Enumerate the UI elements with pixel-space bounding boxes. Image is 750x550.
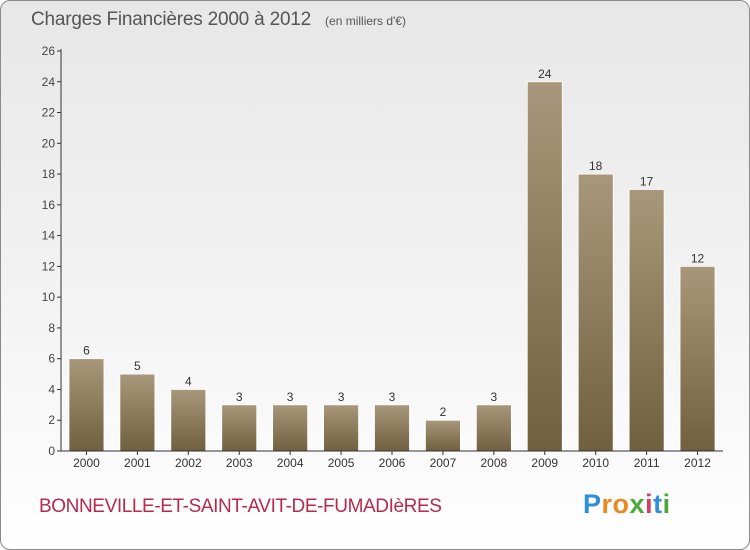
bar-2005 [323,404,359,452]
y-tick-label: 0 [48,444,55,458]
data-label-2000: 6 [83,344,90,358]
bar-2012 [679,265,716,452]
bar-2006 [374,404,410,452]
x-tick-label-2010: 2010 [582,456,609,470]
data-label-2006: 3 [389,390,396,404]
y-tick-label: 24 [42,75,56,89]
y-tick-label: 22 [42,106,56,120]
y-tick-label: 26 [42,44,56,58]
bar-2003 [221,404,258,452]
data-label-2003: 3 [236,390,243,404]
y-tick-label: 20 [42,136,56,150]
data-label-2009: 24 [538,67,552,81]
x-tick-label-2003: 2003 [226,456,253,470]
chart-title: Charges Financières 2000 à 2012 (en milli… [31,9,406,31]
bar-2010 [577,173,614,452]
x-tick-label-2006: 2006 [379,456,406,470]
x-tick-label-2000: 2000 [73,456,100,470]
y-tick-label: 16 [42,198,56,212]
proxiti-logo: Proxiti [583,489,671,519]
y-tick-label: 12 [42,259,56,273]
x-tick-label-2007: 2007 [430,456,457,470]
bar-2008 [475,404,512,452]
x-tick-label-2009: 2009 [531,456,558,470]
data-label-2004: 3 [287,390,294,404]
data-label-2007: 2 [440,405,447,419]
y-tick-label: 4 [48,382,55,396]
x-tick-label-2001: 2001 [124,456,151,470]
x-tick-label-2002: 2002 [175,456,202,470]
y-tick-label: 14 [42,229,56,243]
x-tick-label-2005: 2005 [328,456,355,470]
commune-name: BONNEVILLE-ET-SAINT-AVIT-DE-FUMADIèRES [39,496,442,517]
x-tick-label-2008: 2008 [480,456,507,470]
bar-2001 [119,373,156,452]
data-label-2010: 18 [589,159,603,173]
bar-2000 [68,358,105,452]
data-label-2002: 4 [185,374,192,388]
x-tick-label-2011: 2011 [634,456,660,470]
bar-2009 [526,81,563,452]
y-tick-label: 2 [48,413,55,427]
bar-2007 [425,419,461,452]
y-tick-label: 6 [48,352,55,366]
data-label-2011: 17 [640,174,654,188]
y-tick-label: 10 [42,290,56,304]
chart-unit: (en milliers d'€) [325,14,407,28]
y-tick-label: 18 [42,167,56,181]
data-label-2005: 3 [338,390,345,404]
x-tick-label-2012: 2012 [684,456,711,470]
data-label-2008: 3 [491,390,498,404]
data-label-2012: 12 [691,251,705,265]
bar-2004 [272,404,309,452]
y-tick-label: 8 [48,321,55,335]
bar-2011 [628,189,665,452]
data-label-2001: 5 [134,359,141,373]
bar-2002 [170,389,207,452]
chart-title-text: Charges Financières 2000 à 2012 [31,9,312,30]
x-tick-label-2004: 2004 [277,456,304,470]
